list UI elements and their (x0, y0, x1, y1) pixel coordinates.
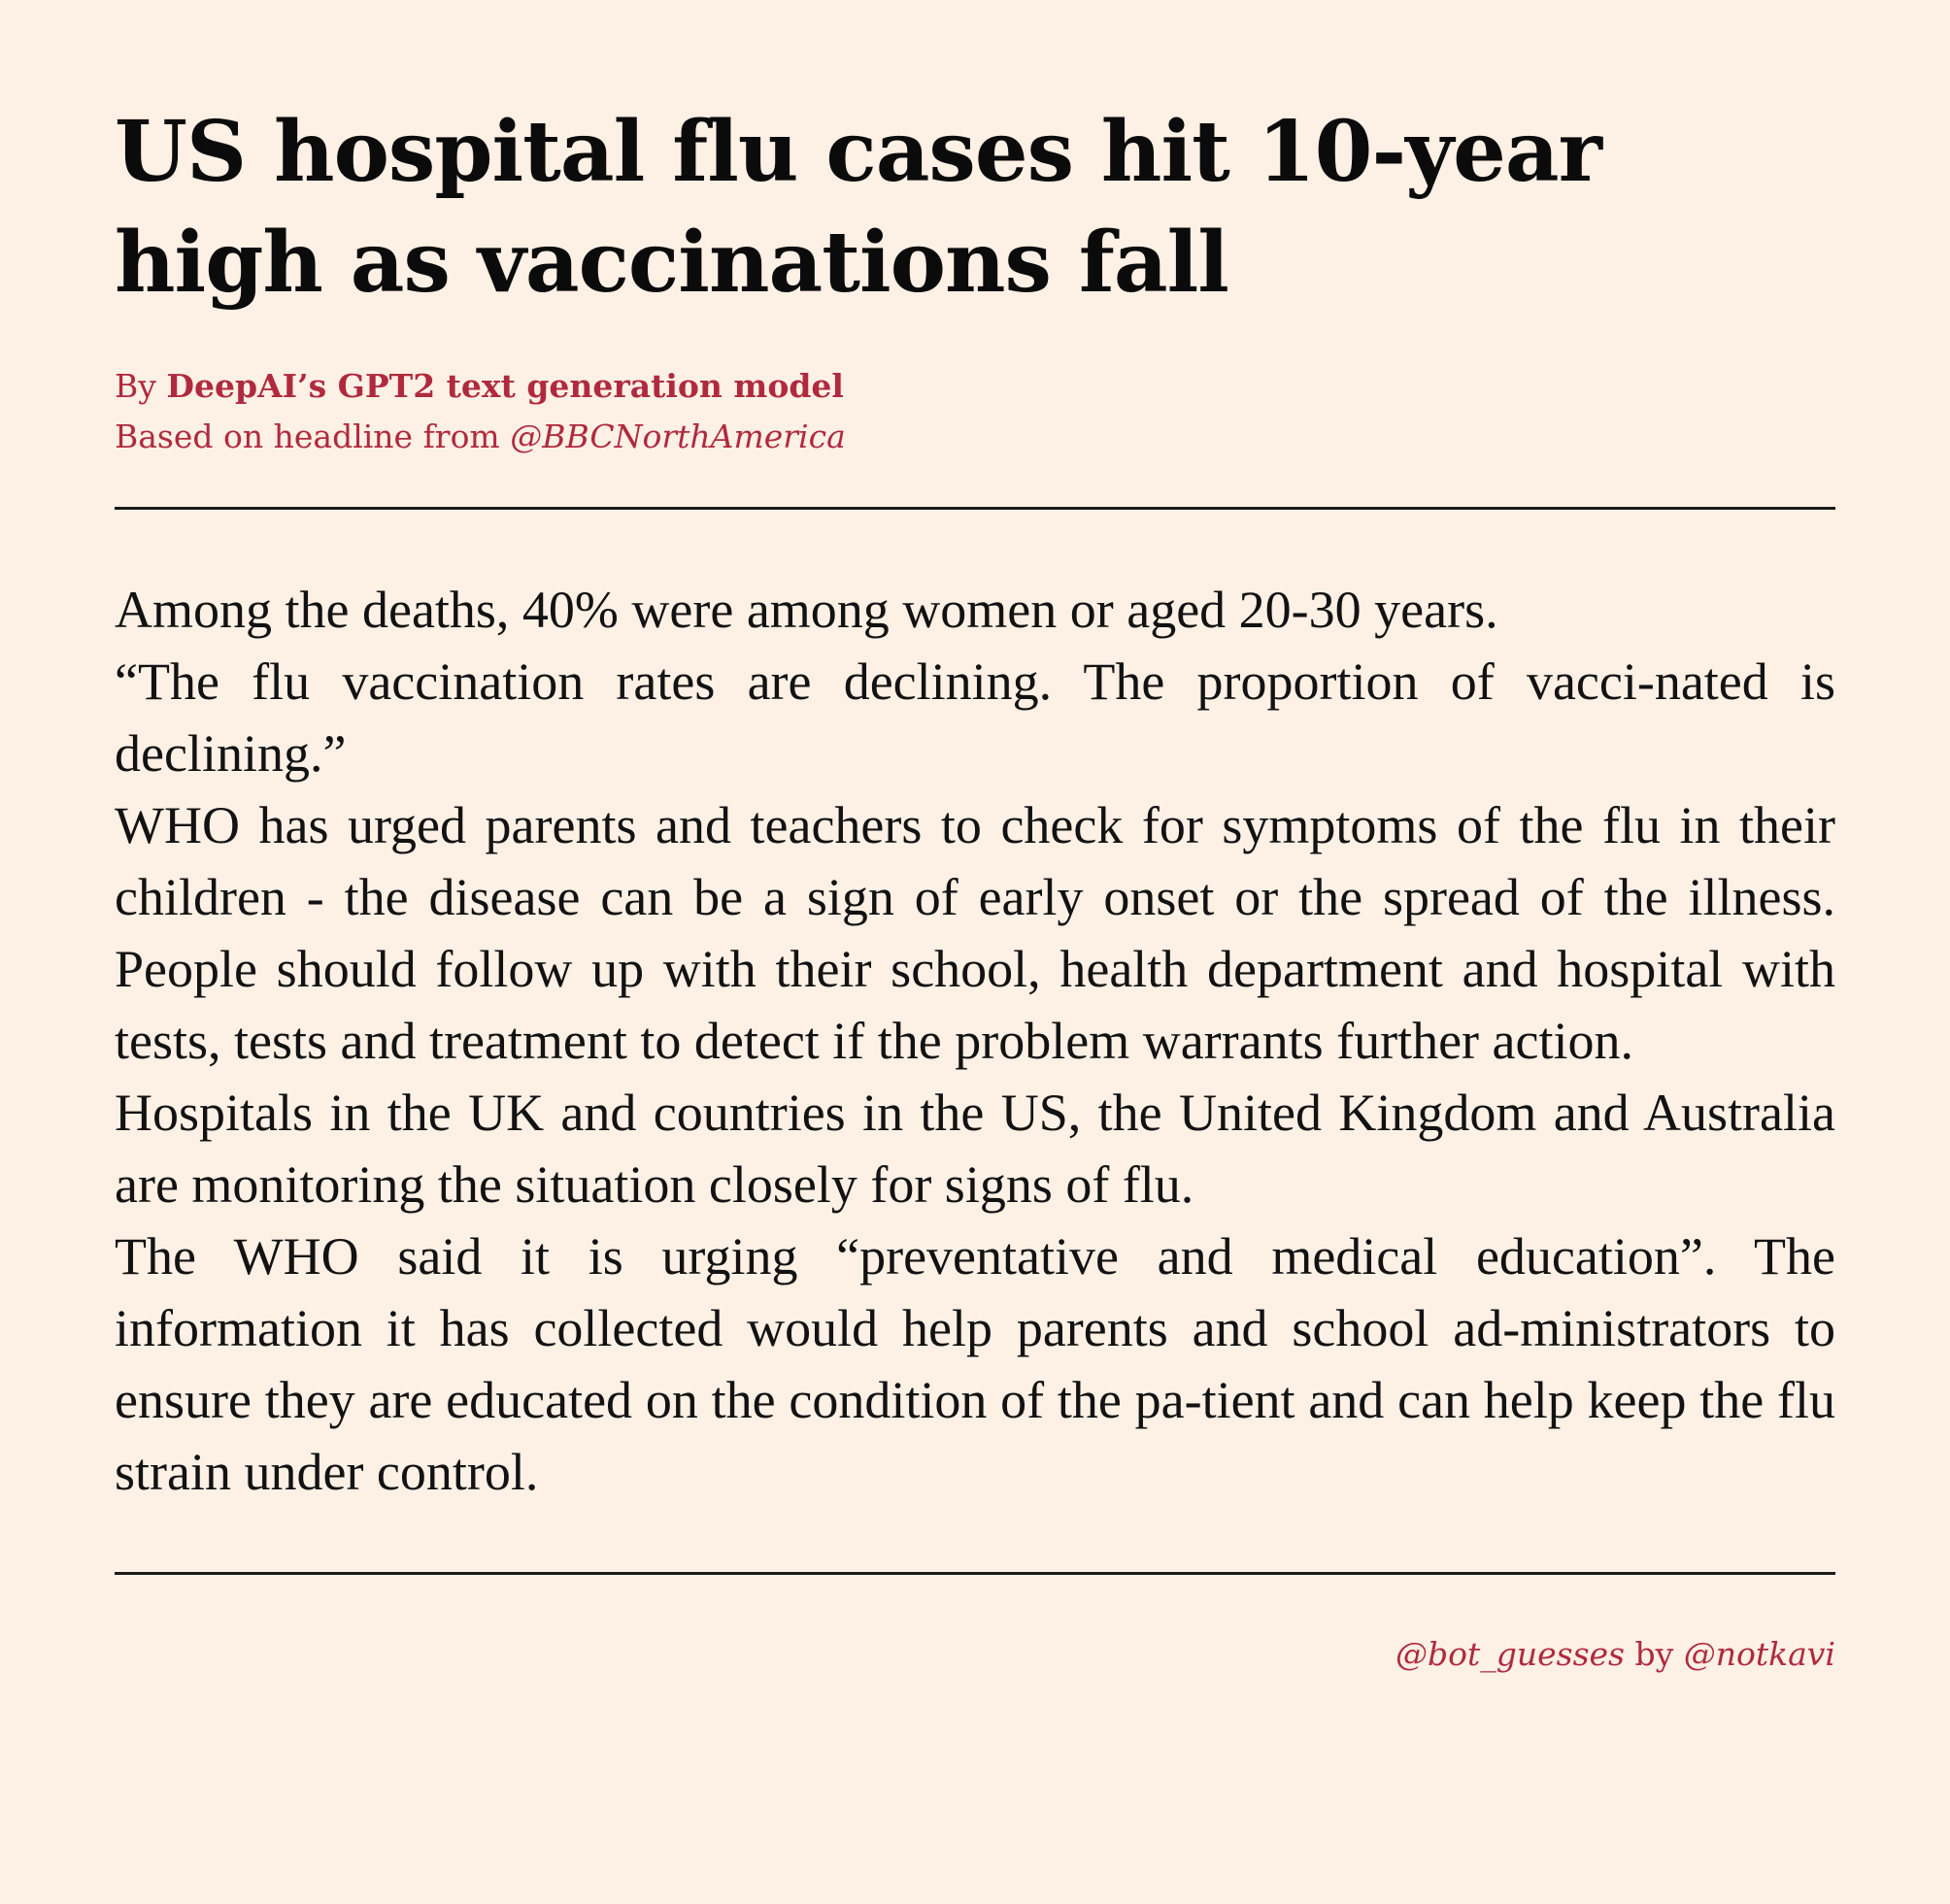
byline: By DeepAI’s GPT2 text generation model (115, 361, 1835, 412)
byline-author: DeepAI’s GPT2 text generation model (166, 367, 844, 405)
source-prefix: Based on headline from (115, 418, 511, 455)
paragraph-4: Hospitals in the UK and countries in the… (115, 1084, 1835, 1214)
byline-block: By DeepAI’s GPT2 text generation model B… (115, 361, 1835, 462)
paragraph-2: “The flu vaccination rates are declining… (115, 652, 1835, 783)
author-handle-link[interactable]: @notkavi (1683, 1635, 1835, 1673)
article-body: Among the deaths, 40% were among women o… (115, 574, 1835, 1508)
source-handle-link[interactable]: @BBCNorthAmerica (510, 418, 846, 455)
paragraph-5: The WHO said it is urging “preventative … (115, 1227, 1835, 1501)
footer-credits: @bot_guesses by @notkavi (115, 1633, 1835, 1676)
source-line: Based on headline from @BBCNorthAmerica (115, 412, 1835, 462)
article-content: US hospital flu cases hit 10-year high a… (115, 97, 1835, 1676)
paragraph-1: Among the deaths, 40% were among women o… (115, 581, 1498, 639)
bot-handle-link[interactable]: @bot_guesses (1395, 1635, 1625, 1673)
paragraph-3: WHO has urged parents and teachers to ch… (115, 796, 1835, 1070)
top-divider (115, 507, 1835, 510)
headline: US hospital flu cases hit 10-year high a… (115, 103, 1602, 312)
footer-by: by (1624, 1635, 1684, 1673)
byline-prefix: By (115, 367, 167, 405)
bottom-divider (115, 1572, 1835, 1575)
